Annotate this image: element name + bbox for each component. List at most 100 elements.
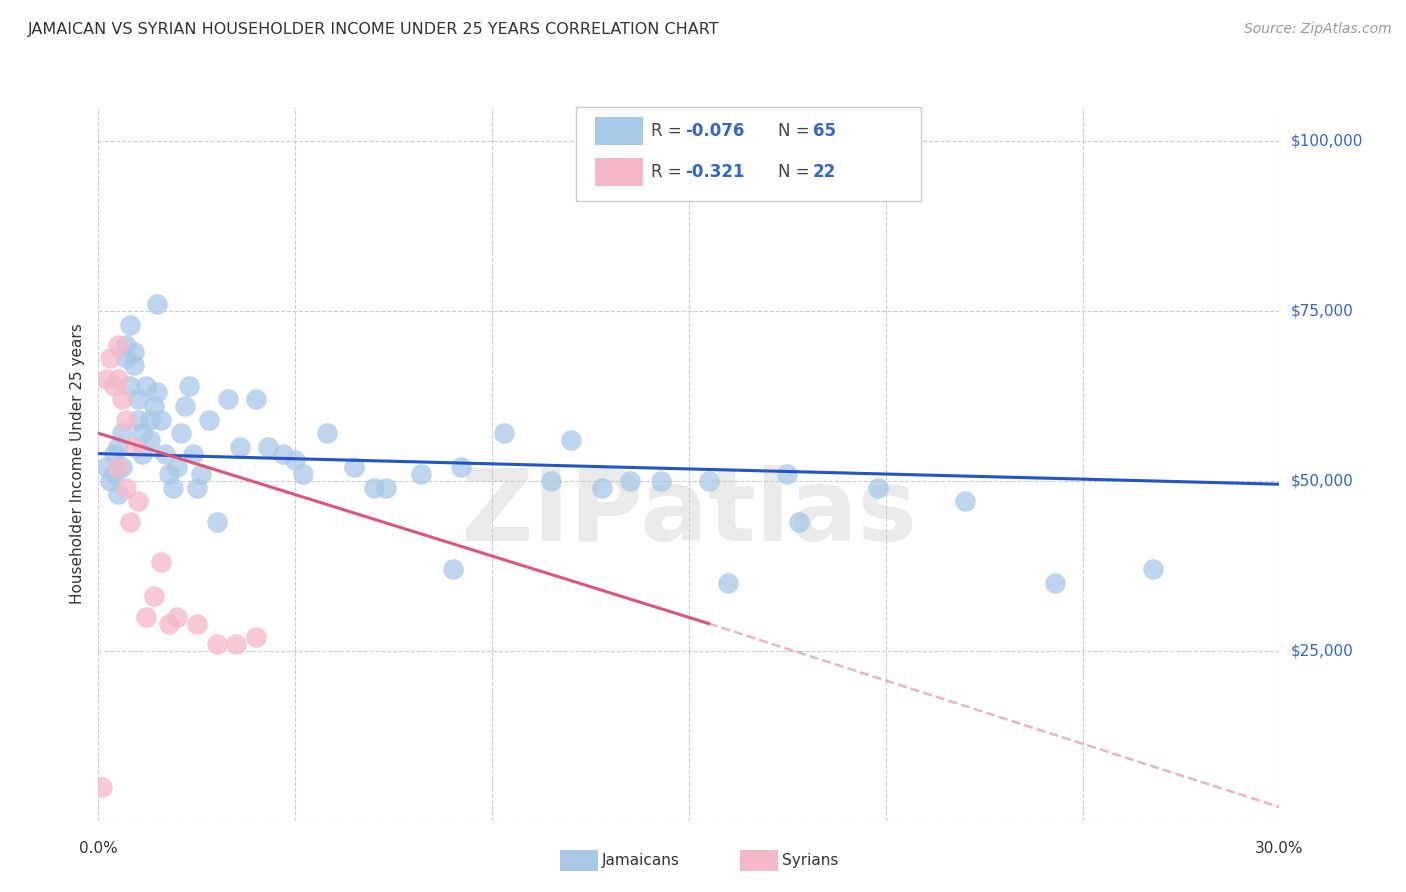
Point [150, 555, 173, 569]
Point [717, 575, 740, 590]
Point [1043, 575, 1066, 590]
Point [225, 637, 247, 651]
Point [142, 399, 165, 413]
Point [197, 412, 219, 426]
Point [135, 609, 157, 624]
Point [450, 460, 472, 475]
Point [107, 487, 129, 501]
Point [107, 440, 129, 454]
Text: -0.321: -0.321 [685, 163, 744, 181]
Point [115, 481, 138, 495]
Point [190, 467, 212, 481]
Point [411, 467, 433, 481]
Point [186, 481, 208, 495]
Point [96, 372, 118, 386]
Point [122, 344, 145, 359]
Point [697, 474, 720, 488]
Point [127, 392, 149, 407]
Point [103, 467, 125, 481]
Point [107, 372, 129, 386]
Point [166, 609, 188, 624]
Point [166, 460, 188, 475]
Point [560, 433, 582, 447]
Text: R =: R = [651, 122, 688, 140]
Point [122, 359, 145, 373]
Point [343, 460, 366, 475]
Point [146, 385, 169, 400]
Text: N =: N = [778, 122, 814, 140]
Text: $100,000: $100,000 [1291, 134, 1362, 149]
Y-axis label: Householder Income Under 25 years: Householder Income Under 25 years [69, 324, 84, 604]
Point [135, 378, 157, 392]
Point [111, 426, 134, 441]
Point [866, 481, 889, 495]
Point [146, 297, 169, 311]
Text: Source: ZipAtlas.com: Source: ZipAtlas.com [1244, 22, 1392, 37]
Point [118, 318, 141, 332]
Point [256, 440, 278, 454]
Point [953, 494, 976, 508]
Point [205, 637, 228, 651]
Point [1142, 562, 1164, 576]
Text: N =: N = [778, 163, 814, 181]
Point [111, 392, 134, 407]
Text: -0.076: -0.076 [685, 122, 744, 140]
Point [245, 630, 267, 644]
Point [103, 447, 125, 461]
Point [91, 780, 114, 794]
Point [98, 474, 121, 488]
Text: 65: 65 [813, 122, 835, 140]
Point [177, 378, 200, 392]
Point [162, 481, 184, 495]
Point [150, 412, 173, 426]
Point [292, 467, 315, 481]
Point [142, 590, 165, 604]
Point [155, 447, 177, 461]
Text: JAMAICAN VS SYRIAN HOUSEHOLDER INCOME UNDER 25 YEARS CORRELATION CHART: JAMAICAN VS SYRIAN HOUSEHOLDER INCOME UN… [28, 22, 720, 37]
Point [96, 460, 118, 475]
Point [363, 481, 385, 495]
Text: 22: 22 [813, 163, 837, 181]
Point [441, 562, 464, 576]
Point [122, 440, 145, 454]
Text: 30.0%: 30.0% [1256, 841, 1303, 856]
Point [181, 447, 204, 461]
Point [591, 481, 613, 495]
Point [273, 447, 295, 461]
Point [540, 474, 562, 488]
Point [131, 447, 153, 461]
Point [115, 338, 138, 352]
Text: Syrians: Syrians [782, 854, 838, 868]
Point [118, 378, 141, 392]
Point [157, 467, 180, 481]
Text: Jamaicans: Jamaicans [602, 854, 679, 868]
Point [374, 481, 396, 495]
Point [118, 515, 141, 529]
Point [138, 412, 160, 426]
Point [157, 616, 180, 631]
Point [131, 426, 153, 441]
Point [103, 378, 125, 392]
Point [138, 433, 160, 447]
Point [217, 392, 239, 407]
Point [174, 399, 197, 413]
Point [619, 474, 641, 488]
Text: ZIPatlas: ZIPatlas [461, 466, 917, 562]
Point [107, 338, 129, 352]
Point [107, 460, 129, 475]
Point [205, 515, 228, 529]
Point [127, 412, 149, 426]
Text: 0.0%: 0.0% [79, 841, 118, 856]
Point [170, 426, 193, 441]
Text: $25,000: $25,000 [1291, 643, 1354, 658]
Point [127, 494, 149, 508]
Point [115, 412, 138, 426]
Point [111, 460, 134, 475]
Point [186, 616, 208, 631]
Point [98, 351, 121, 366]
Point [315, 426, 337, 441]
Text: R =: R = [651, 163, 688, 181]
Point [787, 515, 810, 529]
Point [115, 351, 138, 366]
Point [650, 474, 672, 488]
